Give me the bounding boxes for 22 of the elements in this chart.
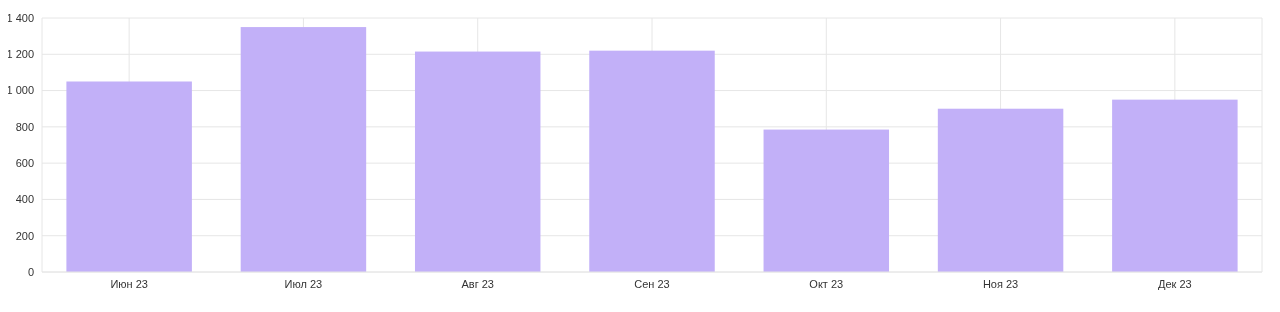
y-tick-label: 1 400 [6, 11, 34, 24]
y-tick-label: 800 [15, 120, 34, 133]
y-tick-label: 400 [15, 193, 34, 206]
bar [589, 50, 715, 272]
x-tick-label: Сен 23 [634, 278, 670, 290]
bar [1112, 99, 1238, 272]
y-tick-label: 1 000 [6, 84, 34, 97]
x-tick-label: Ноя 23 [982, 278, 1019, 290]
x-tick-label: Окт 23 [809, 278, 844, 290]
x-tick-label: Июн 23 [110, 278, 148, 290]
y-tick-label: 600 [15, 156, 34, 169]
bar [240, 27, 367, 272]
bar [414, 51, 541, 272]
bar [66, 81, 192, 272]
y-tick-label: 0 [27, 265, 34, 278]
bar [937, 108, 1064, 272]
x-tick-label: Дек 23 [1158, 278, 1192, 290]
y-tick-label: 1 200 [6, 48, 34, 61]
x-tick-label: Авг 23 [461, 278, 494, 290]
bar [763, 129, 890, 272]
x-tick-label: Июл 23 [284, 278, 323, 290]
y-tick-label: 200 [15, 229, 34, 242]
